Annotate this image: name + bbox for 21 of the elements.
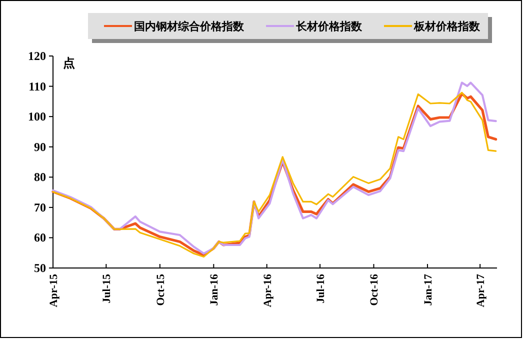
x-tick-label: Oct-16 (368, 274, 381, 306)
x-tick-label: Jan-17 (422, 274, 434, 306)
y-tick-label: 120 (28, 49, 46, 63)
y-tick-label: 60 (34, 230, 46, 245)
x-tick-label: Jan-16 (208, 274, 221, 306)
y-tick-label: 80 (34, 170, 46, 184)
y-tick-label: 110 (28, 79, 46, 94)
x-tick-label: Apr-16 (262, 274, 274, 308)
x-tick-label: Jul-16 (314, 274, 327, 304)
y-tick-label: 90 (34, 140, 46, 154)
legend-label: 国内钢材综合价格指数 (134, 20, 245, 33)
legend-label: 板材价格指数 (413, 20, 481, 33)
legend-label: 长材价格指数 (295, 20, 363, 33)
y-axis-title: 点 (63, 56, 75, 70)
y-tick-label: 50 (34, 261, 46, 275)
x-tick-label: Apr-15 (48, 274, 60, 308)
x-tick-label: Jul-15 (101, 274, 114, 304)
x-tick-label: Oct-15 (154, 274, 167, 306)
y-tick-label: 70 (34, 200, 46, 214)
x-tick-label: Apr-17 (475, 274, 488, 308)
y-tick-label: 100 (28, 110, 46, 124)
